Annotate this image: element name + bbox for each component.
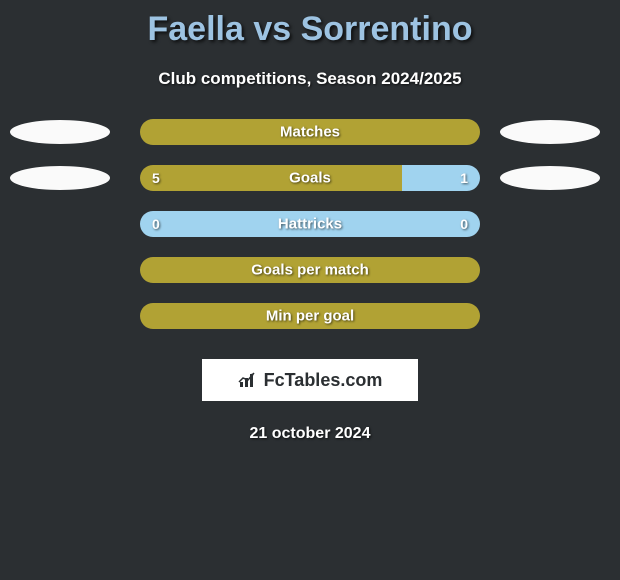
bar-label: Min per goal	[266, 308, 354, 325]
stat-row: Min per goal	[0, 303, 620, 329]
left-ellipse	[10, 120, 110, 144]
bar-value-left: 5	[152, 170, 160, 186]
stat-bar: Matches	[140, 119, 480, 145]
fctables-watermark: FcTables.com	[202, 359, 418, 401]
bar-value-left: 0	[152, 216, 160, 232]
stat-bar: Goals per match	[140, 257, 480, 283]
bar-value-right: 1	[460, 170, 468, 186]
stat-bar: Goals 5 1	[140, 165, 480, 191]
page-subtitle: Club competitions, Season 2024/2025	[158, 69, 461, 89]
bar-label: Goals per match	[251, 262, 369, 279]
chart-icon	[238, 371, 260, 389]
stat-row: Goals 5 1	[0, 165, 620, 191]
date-label: 21 october 2024	[250, 425, 371, 443]
stat-bar: Min per goal	[140, 303, 480, 329]
stat-row: Hattricks 0 0	[0, 211, 620, 237]
page-title: Faella vs Sorrentino	[148, 10, 473, 49]
stat-rows: Matches Goals 5 1 Hattricks 0 0 Goals per match…	[0, 119, 620, 329]
bar-label: Matches	[280, 124, 340, 141]
right-ellipse	[500, 120, 600, 144]
bar-value-right: 0	[460, 216, 468, 232]
bar-label: Goals	[289, 170, 331, 187]
stat-row: Matches	[0, 119, 620, 145]
bar-label: Hattricks	[278, 216, 342, 233]
bar-fill-right	[402, 165, 480, 191]
bar-fill-left	[140, 165, 402, 191]
right-ellipse	[500, 166, 600, 190]
stat-row: Goals per match	[0, 257, 620, 283]
fctables-label: FcTables.com	[264, 370, 383, 391]
left-ellipse	[10, 166, 110, 190]
stat-bar: Hattricks 0 0	[140, 211, 480, 237]
